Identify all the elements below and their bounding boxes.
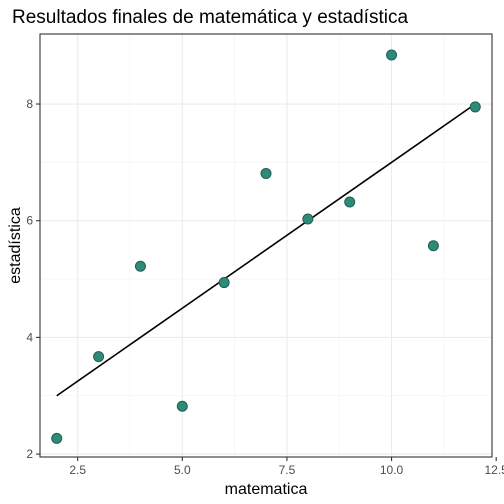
data-point	[134, 260, 146, 272]
data-point	[386, 49, 398, 61]
y-tick-label: 4	[26, 330, 33, 344]
data-point	[176, 400, 188, 412]
data-point	[344, 196, 356, 208]
axes: 2.5 5.0 7.5 10.0 12.5 2 4 6 8	[26, 97, 504, 477]
data-point	[218, 277, 230, 289]
data-point	[93, 351, 105, 363]
data-point	[302, 213, 314, 225]
x-tick-label: 5.0	[174, 463, 191, 477]
y-tick-label: 8	[26, 97, 33, 111]
y-tick-label: 6	[26, 214, 33, 228]
chart-title: Resultados finales de matemática y estad…	[12, 7, 408, 28]
panel-border	[39, 33, 493, 458]
y-tick-label: 2	[26, 447, 33, 461]
x-tick-label: 2.5	[69, 463, 86, 477]
x-tick-label: 12.5	[485, 463, 504, 477]
grid	[40, 34, 492, 457]
x-tick-label: 7.5	[279, 463, 296, 477]
data-point	[51, 432, 63, 444]
data-points	[51, 49, 481, 444]
data-point	[469, 101, 481, 113]
fit-line	[56, 103, 476, 397]
y-axis-title: estadística	[7, 207, 24, 284]
x-tick-label: 10.0	[380, 463, 404, 477]
x-axis-title: matematica	[225, 481, 308, 498]
data-point	[427, 240, 439, 252]
fit-line-group	[56, 103, 476, 397]
data-point	[260, 167, 272, 179]
